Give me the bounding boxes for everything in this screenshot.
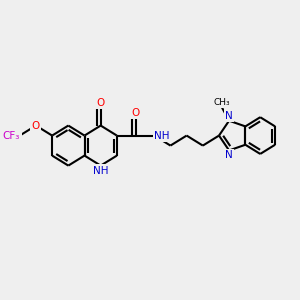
Text: O: O <box>32 121 40 130</box>
Text: O: O <box>97 98 105 108</box>
Text: O: O <box>131 108 140 118</box>
Text: N: N <box>225 150 233 161</box>
Text: CF₃: CF₃ <box>2 130 20 141</box>
Text: N: N <box>225 111 233 121</box>
Text: NH: NH <box>93 166 108 176</box>
Text: NH: NH <box>154 130 170 141</box>
Text: CH₃: CH₃ <box>213 98 230 107</box>
